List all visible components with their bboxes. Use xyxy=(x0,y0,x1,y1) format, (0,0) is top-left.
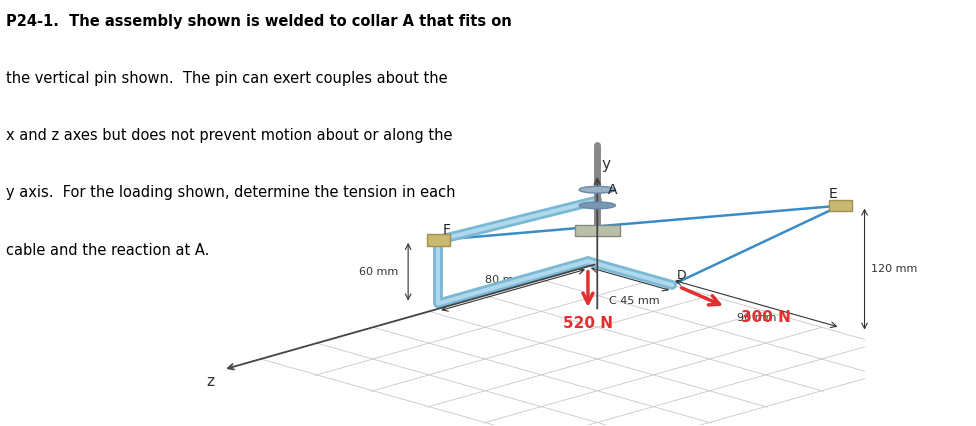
Bar xyxy=(575,225,620,236)
Ellipse shape xyxy=(579,202,616,209)
Text: E: E xyxy=(829,187,836,201)
Text: A: A xyxy=(608,183,617,197)
Text: 120 mm: 120 mm xyxy=(872,264,917,274)
Text: y: y xyxy=(601,157,611,172)
Text: z: z xyxy=(207,374,215,389)
Text: P24-1.  The assembly shown is welded to collar A that fits on: P24-1. The assembly shown is welded to c… xyxy=(6,14,511,29)
Text: 90 mm: 90 mm xyxy=(737,313,776,323)
Text: D: D xyxy=(676,268,686,282)
Text: 80 mm: 80 mm xyxy=(485,275,524,285)
Text: y axis.  For the loading shown, determine the tension in each: y axis. For the loading shown, determine… xyxy=(6,185,455,201)
Text: F: F xyxy=(443,223,451,236)
Text: 300 N: 300 N xyxy=(741,311,791,325)
Text: 520 N: 520 N xyxy=(563,316,613,331)
Ellipse shape xyxy=(579,186,616,193)
Text: cable and the reaction at A.: cable and the reaction at A. xyxy=(6,243,209,258)
Text: C 45 mm: C 45 mm xyxy=(609,296,660,306)
Text: 60 mm: 60 mm xyxy=(358,267,398,277)
Text: the vertical pin shown.  The pin can exert couples about the: the vertical pin shown. The pin can exer… xyxy=(6,71,447,86)
Bar xyxy=(829,200,852,211)
Text: x and z axes but does not prevent motion about or along the: x and z axes but does not prevent motion… xyxy=(6,128,452,144)
Bar xyxy=(427,234,450,245)
